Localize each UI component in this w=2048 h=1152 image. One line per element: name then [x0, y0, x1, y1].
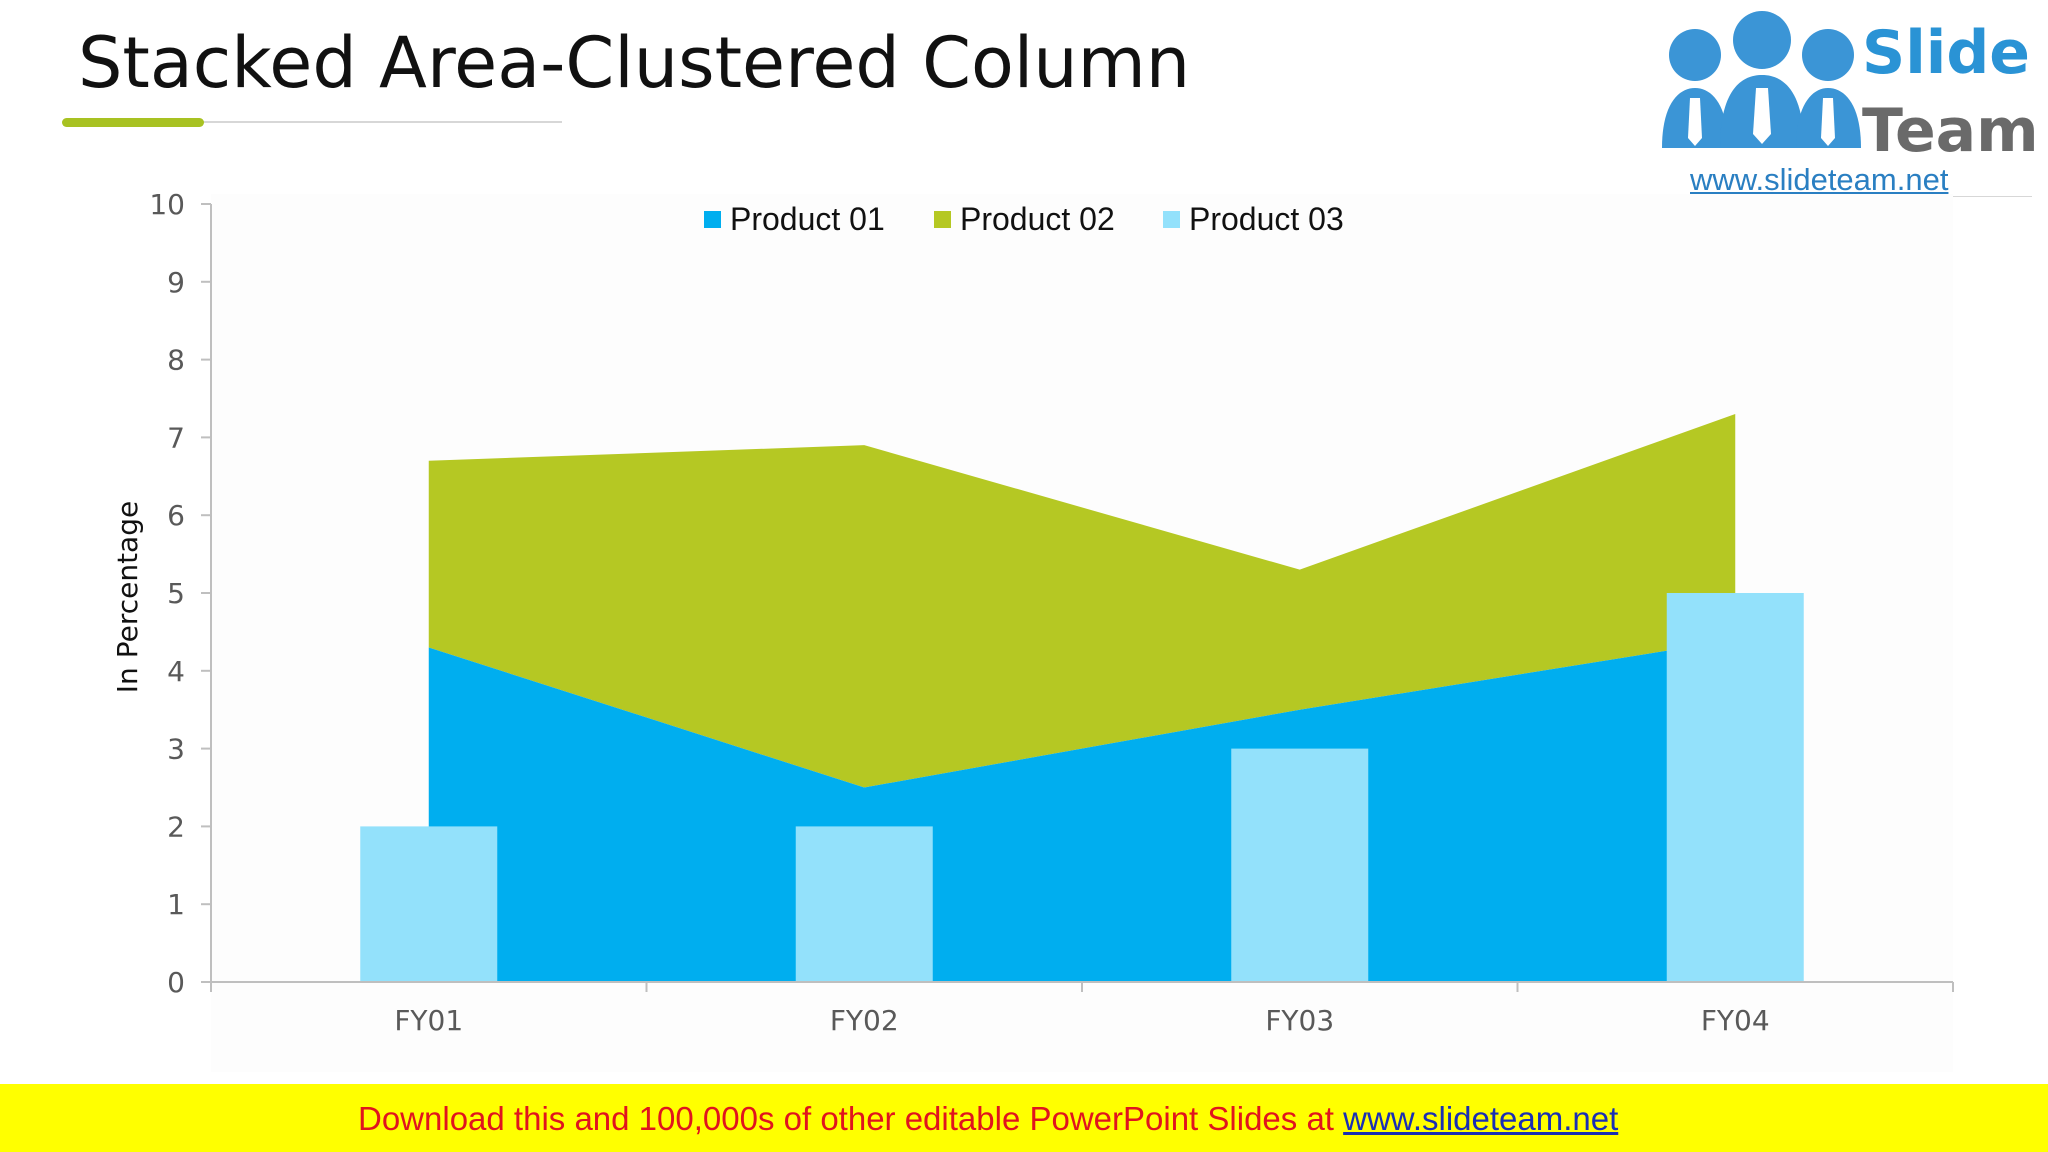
legend-swatch-3: [1163, 211, 1180, 228]
legend-swatch-2: [934, 211, 951, 228]
bar-product-03-fy04: [1666, 593, 1804, 982]
y-tick-label: 1: [167, 888, 185, 921]
legend-label-3: Product 03: [1189, 201, 1344, 237]
y-tick-label: 4: [167, 655, 185, 688]
banner-text: Download this and 100,000s of other edit…: [358, 1100, 1344, 1137]
area-product-01: [428, 639, 1736, 982]
x-tick-label: FY02: [830, 1004, 899, 1037]
bar-product-03-fy01: [360, 826, 498, 982]
slide-title: Stacked Area-Clustered Column: [78, 22, 1191, 104]
y-tick-label: 3: [167, 733, 185, 766]
bar-product-03-fy03: [1231, 748, 1369, 982]
bar-product-03-fy02: [795, 826, 933, 982]
y-tick-label: 8: [167, 344, 185, 377]
logo-url-link[interactable]: www.slideteam.net: [1690, 162, 1949, 197]
y-tick-label: 6: [167, 499, 185, 532]
y-tick-label: 2: [167, 810, 185, 843]
legend-swatch-1: [704, 211, 721, 228]
legend-label-2: Product 02: [960, 201, 1115, 237]
x-tick-label: FY01: [394, 1004, 463, 1037]
y-tick-label: 5: [167, 577, 185, 610]
y-axis-title: In Percentage: [111, 501, 144, 693]
people-icon: [1662, 11, 1861, 148]
logo-word-team: Team: [1862, 96, 2039, 166]
download-banner: [0, 1084, 2048, 1152]
logo-word-slide: Slide: [1862, 18, 2030, 88]
legend-label-1: Product 01: [730, 201, 885, 237]
x-tick-label: FY03: [1265, 1004, 1334, 1037]
y-tick-label: 10: [149, 188, 185, 221]
banner-message: Download this and 100,000s of other edit…: [358, 1100, 1618, 1138]
y-tick-label: 0: [167, 966, 185, 999]
slideteam-logo[interactable]: Slide Team www.slideteam.net: [1640, 0, 2039, 197]
x-tick-label: FY04: [1701, 1004, 1770, 1037]
banner-link[interactable]: www.slideteam.net: [1343, 1100, 1619, 1137]
title-accent-bar: [62, 118, 204, 127]
y-tick-label: 9: [167, 266, 185, 299]
area-product-02: [428, 414, 1736, 788]
stacked-area-column-chart: 0 1 2 3 4 5 6 7 8 9 10 FY01 FY02 FY03 FY04 In Percentag…: [111, 188, 1954, 1037]
title-underline: [64, 121, 562, 123]
y-tick-label: 7: [167, 421, 185, 454]
